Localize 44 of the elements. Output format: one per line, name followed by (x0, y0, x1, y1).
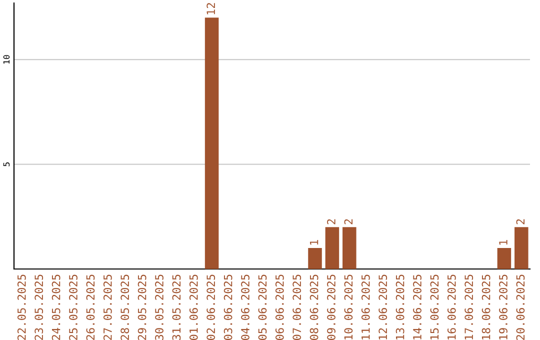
bar (514, 227, 528, 269)
x-tick-label: 18.06.2025 (482, 274, 490, 340)
x-tick-label: 23.05.2025 (34, 274, 44, 340)
data-label: 2 (516, 219, 524, 224)
x-tick-label: 31.05.2025 (172, 274, 181, 340)
x-tick-label: 01.06.2025 (189, 274, 198, 340)
x-tick-label: 22.05.2025 (17, 274, 26, 340)
bar (497, 248, 512, 269)
x-tick-label: 13.06.2025 (396, 274, 404, 340)
x-tick-label: 19.06.2025 (499, 274, 508, 340)
x-tick-label: 14.06.2025 (413, 274, 422, 340)
y-tick-label: 10 (3, 55, 10, 64)
x-tick-label: 04.06.2025 (241, 274, 250, 340)
x-tick-label: 06.06.2025 (275, 274, 284, 340)
x-tick-label: 28.05.2025 (120, 274, 130, 340)
x-tick-label: 27.05.2025 (103, 274, 112, 340)
x-tick-label: 07.06.2025 (292, 274, 302, 340)
x-tick-label: 03.06.2025 (224, 274, 232, 340)
data-label: 1 (499, 240, 508, 245)
x-tick-label: 05.06.2025 (258, 274, 267, 340)
x-tick-label: 17.06.2025 (464, 274, 474, 340)
bar (325, 227, 340, 269)
x-tick-label: 12.06.2025 (378, 274, 388, 340)
data-label: 2 (344, 219, 352, 224)
x-tick-label: 08.06.2025 (310, 274, 318, 340)
x-tick-label: 24.05.2025 (52, 274, 60, 340)
x-tick-label: 02.06.2025 (206, 274, 216, 340)
x-tick-label: 26.05.2025 (86, 274, 95, 340)
x-tick-label: 15.06.2025 (430, 274, 439, 340)
data-label: 2 (327, 219, 336, 224)
x-tick-label: 10.06.2025 (344, 274, 353, 340)
x-tick-label: 30.05.2025 (155, 274, 164, 340)
data-label: 1 (310, 240, 318, 245)
bar (308, 248, 322, 269)
bar (342, 227, 356, 269)
x-tick-label: 29.05.2025 (138, 274, 146, 340)
x-tick-label: 25.05.2025 (69, 274, 78, 340)
data-label: 12 (206, 3, 215, 14)
x-tick-label: 20.06.2025 (516, 274, 525, 340)
x-tick-label: 11.06.2025 (361, 274, 370, 340)
x-tick-label: 16.06.2025 (447, 274, 456, 340)
y-tick-label: 5 (3, 162, 10, 166)
x-tick-label: 09.06.2025 (327, 274, 336, 340)
bar (204, 18, 219, 269)
